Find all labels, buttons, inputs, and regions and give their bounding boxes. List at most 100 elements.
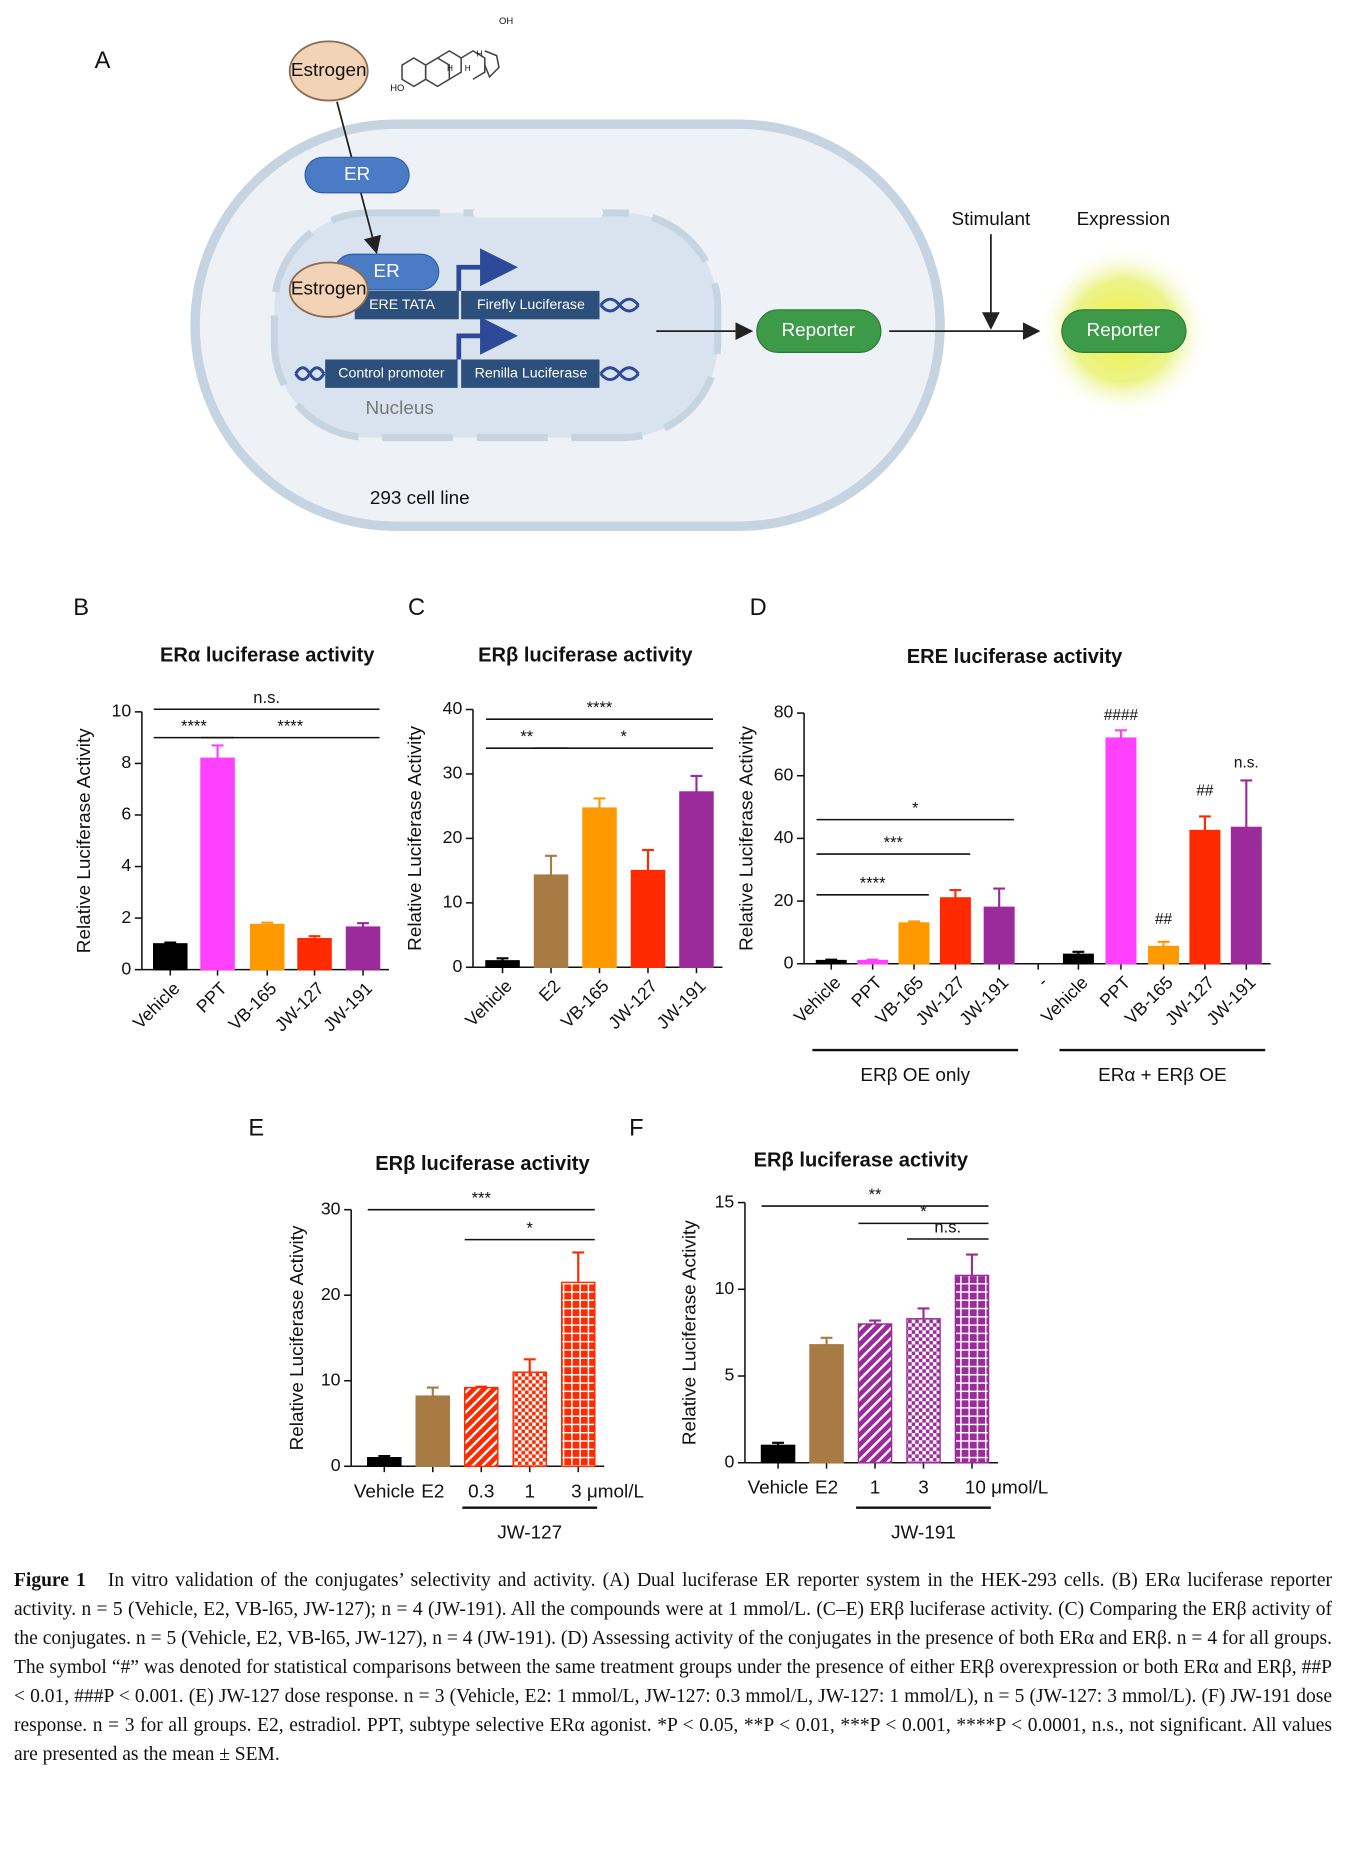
chart-title: ERE luciferase activity [907,646,1123,668]
error-bar [1157,940,1170,947]
y-tick-label: 10 [321,1369,341,1389]
error-bar [825,958,838,961]
y-tick-label: 40 [774,827,794,847]
bar [1062,953,1094,965]
bar [249,923,285,971]
x-tick-label: Vehicle [129,978,184,1033]
significance-label: **** [181,716,207,735]
label: Firefly Luciferase [477,297,585,313]
bar [533,874,569,968]
x-tick-label: JW-191 [319,978,376,1035]
bar [1105,737,1137,965]
annotation: #### [1104,707,1139,724]
error-bar [1199,815,1211,831]
x-tick-label: - [1033,972,1051,990]
y-axis-label: Relative Luciferase Activity [405,725,426,950]
dna [599,366,640,382]
x-tick-label: Vehicle [354,1481,415,1502]
dna [294,366,326,382]
bar-chart: ERβ luciferase activity Relative Lucifera… [287,1153,644,1544]
y-tick-label: 30 [321,1198,341,1218]
group-label: ERα + ERβ OE [1098,1065,1226,1086]
y-tick-label: 5 [724,1365,734,1385]
y-axis-label: Relative Luciferase Activity [680,1220,701,1445]
bar [297,938,332,971]
significance-label: **** [277,716,303,735]
er-membrane [472,208,604,218]
x-tick-label: JW-127 [271,978,328,1035]
y-axis-label: Relative Luciferase Activity [74,728,95,953]
error-bar [869,1319,881,1324]
x-tick-label: 1 [870,1478,881,1499]
x-tick-label: VB-165 [225,978,281,1034]
bar [415,1395,451,1467]
y-tick-label: 0 [452,956,462,976]
y-tick-label: 10 [443,892,463,912]
x-tick-label: 1 [524,1481,535,1502]
bar [153,943,188,971]
x-tick-label: 3 μmol/L [571,1481,644,1502]
error-bar [820,1336,833,1345]
x-tick-label: 0.3 [468,1481,494,1502]
label: Control promoter [338,365,445,381]
group-label: JW-127 [497,1523,562,1544]
annotation: ## [1196,782,1214,799]
y-tick-label: 80 [774,702,794,722]
y-tick-label: 15 [715,1191,735,1211]
error-bar [1115,729,1127,739]
caption-text: In vitro validation of the conjugates’ s… [14,1570,1332,1765]
label: Estrogen [291,60,367,81]
significance-label: * [527,1218,534,1237]
bar-chart: ERβ luciferase activity Relative Lucifera… [405,645,723,1033]
y-axis-label: Relative Luciferase Activity [736,725,757,950]
label: ER [344,164,370,185]
bar [512,1371,548,1467]
bar [983,906,1015,965]
label: ERE TATA [369,297,435,313]
bar [560,1281,596,1467]
y-axis-label: Relative Luciferase Activity [287,1225,308,1450]
panel-label: B [73,595,89,621]
y-tick-label: 0 [724,1451,734,1471]
error-bar [378,1454,391,1458]
error-bar [1072,950,1085,955]
panel-label: F [629,1116,643,1142]
error-bar [261,921,274,925]
label: Nucleus [366,398,434,419]
error-bar [866,958,879,961]
x-tick-label: JW-191 [653,976,710,1033]
x-tick-label: E2 [535,976,564,1005]
error-bar [572,1251,585,1283]
error-bar [593,797,606,809]
annotation: n.s. [1234,754,1259,771]
x-tick-label: E2 [815,1478,838,1499]
bar [463,1386,499,1467]
significance-label: ** [869,1185,882,1204]
bar-chart: ERβ luciferase activity Relative Lucifera… [680,1150,1049,1544]
x-tick-label: Vehicle [748,1478,809,1499]
error-bar [545,854,557,876]
caption-label: Figure 1 [14,1570,86,1591]
x-tick-label: JW-127 [604,976,661,1033]
error-bar [993,887,1006,908]
ere-box [354,290,459,320]
error-bar [496,957,509,961]
chart-title: ERβ luciferase activity [478,645,693,667]
x-tick-label: VB-165 [557,976,613,1032]
y-tick-label: 2 [121,907,131,927]
error-bar [475,1385,488,1388]
chem-label: H [447,64,453,73]
firefly-box [461,290,600,320]
bar [815,959,847,965]
label: Stimulant [951,209,1031,230]
y-tick-label: 0 [121,958,131,978]
caption: Figure 1 In vitro validation of the conju… [14,1566,1332,1769]
renilla-box [461,359,600,388]
nucleus [270,209,722,442]
bar [1189,829,1221,965]
significance-label: * [920,1202,927,1221]
bar-chart: ERE luciferase activity Relative Lucifera… [736,646,1271,1086]
chem-label: H [477,50,483,59]
error-bar [523,1358,536,1373]
